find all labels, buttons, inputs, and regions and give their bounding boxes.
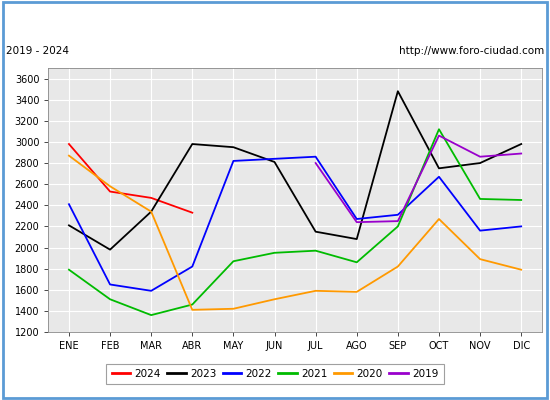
Text: http://www.foro-ciudad.com: http://www.foro-ciudad.com	[399, 46, 544, 56]
Text: Evolucion Nº Turistas Nacionales en el municipio de Montornès del Vallès: Evolucion Nº Turistas Nacionales en el m…	[46, 12, 504, 26]
Legend: 2024, 2023, 2022, 2021, 2020, 2019: 2024, 2023, 2022, 2021, 2020, 2019	[106, 364, 444, 384]
Text: 2019 - 2024: 2019 - 2024	[6, 46, 69, 56]
